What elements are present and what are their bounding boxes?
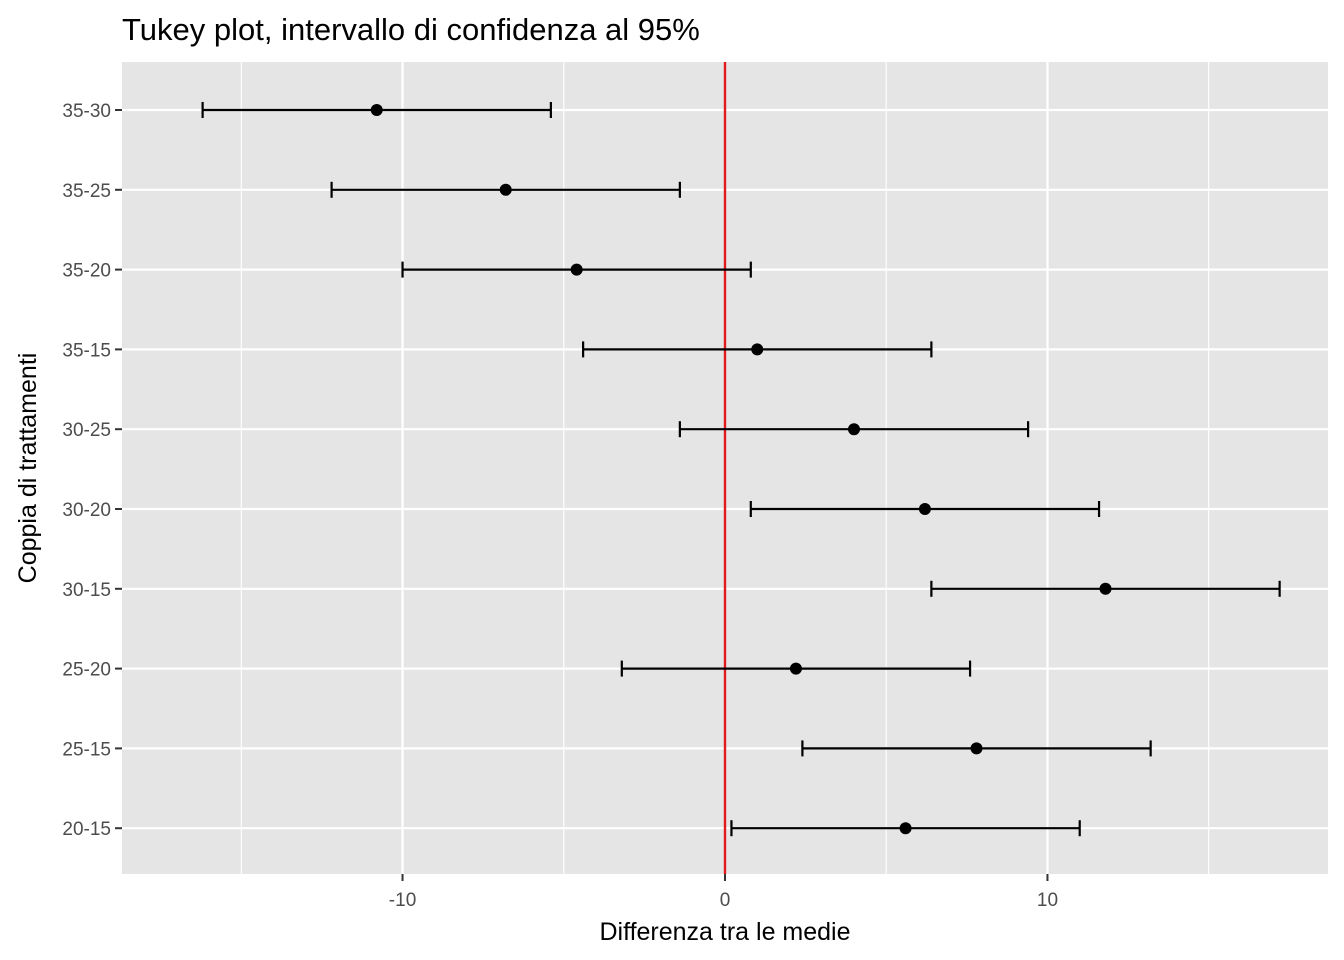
- chart-title: Tukey plot, intervallo di confidenza al …: [122, 12, 700, 47]
- y-tick-label: 35-30: [62, 101, 111, 122]
- y-tick-label: 30-20: [62, 500, 111, 521]
- y-tick-label: 20-15: [62, 819, 111, 840]
- y-tick-label: 35-15: [62, 340, 111, 361]
- estimate-point: [570, 263, 583, 276]
- x-tick-label: 10: [1037, 890, 1058, 911]
- y-tick-label: 35-20: [62, 261, 111, 282]
- y-tick-label: 25-20: [62, 660, 111, 681]
- y-tick-label: 35-25: [62, 181, 111, 202]
- estimate-point: [789, 662, 802, 675]
- x-tick-label: 0: [720, 890, 731, 911]
- y-tick-label: 30-25: [62, 420, 111, 441]
- estimate-point: [847, 423, 860, 436]
- estimate-point: [899, 822, 912, 835]
- y-tick-label: 25-15: [62, 739, 111, 760]
- y-tick-label: 30-15: [62, 580, 111, 601]
- estimate-point: [918, 503, 931, 515]
- x-tick-label: -10: [389, 890, 416, 911]
- estimate-point: [499, 183, 512, 196]
- estimate-point: [370, 104, 383, 116]
- grid-minor: [240, 62, 1210, 874]
- estimate-point: [970, 742, 983, 755]
- estimate-point: [751, 343, 764, 356]
- y-axis-ticks: 35-30 35-25 35-20 35-15 30-25 30-20 30-15 25-20…: [62, 101, 122, 840]
- x-axis-title: Differenza tra le medie: [599, 918, 850, 946]
- estimate-points: [370, 104, 1112, 835]
- estimate-point: [1099, 582, 1112, 595]
- y-axis-title: Coppia di trattamenti: [14, 353, 42, 584]
- x-axis-ticks: -10 0 10: [389, 874, 1058, 911]
